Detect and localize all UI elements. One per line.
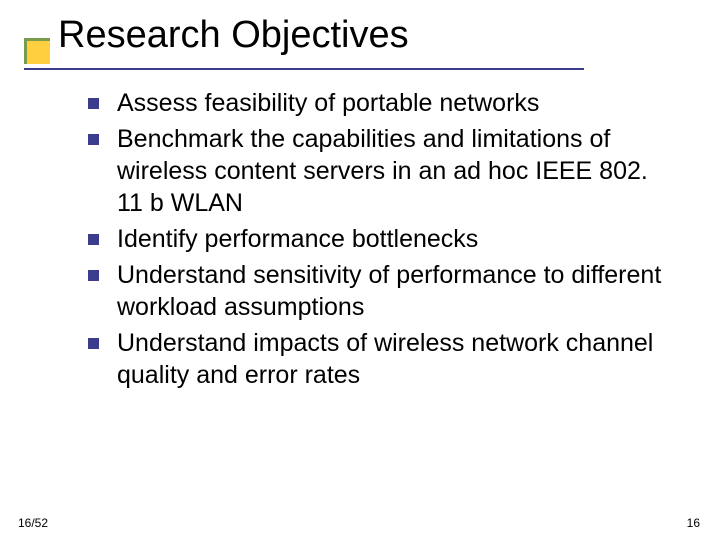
title-underline (24, 68, 584, 70)
bullet-text: Identify performance bottlenecks (117, 223, 478, 255)
list-item: Assess feasibility of portable networks (88, 87, 680, 119)
slide: Research Objectives Assess feasibility o… (0, 0, 720, 540)
bullet-text: Assess feasibility of portable networks (117, 87, 539, 119)
content-area: Assess feasibility of portable networks … (0, 57, 720, 391)
list-item: Understand impacts of wireless network c… (88, 327, 680, 391)
page-title: Research Objectives (58, 14, 720, 57)
list-item: Identify performance bottlenecks (88, 223, 680, 255)
list-item: Benchmark the capabilities and limitatio… (88, 123, 680, 219)
accent-box-icon (24, 38, 50, 64)
bullet-icon (88, 234, 99, 245)
bullet-text: Benchmark the capabilities and limitatio… (117, 123, 680, 219)
bullet-text: Understand impacts of wireless network c… (117, 327, 680, 391)
bullet-text: Understand sensitivity of performance to… (117, 259, 680, 323)
bullet-icon (88, 270, 99, 281)
title-area: Research Objectives (0, 0, 720, 57)
bullet-icon (88, 134, 99, 145)
footer-page-count: 16/52 (18, 516, 48, 530)
footer-page-number: 16 (687, 516, 700, 530)
bullet-icon (88, 338, 99, 349)
bullet-icon (88, 98, 99, 109)
list-item: Understand sensitivity of performance to… (88, 259, 680, 323)
